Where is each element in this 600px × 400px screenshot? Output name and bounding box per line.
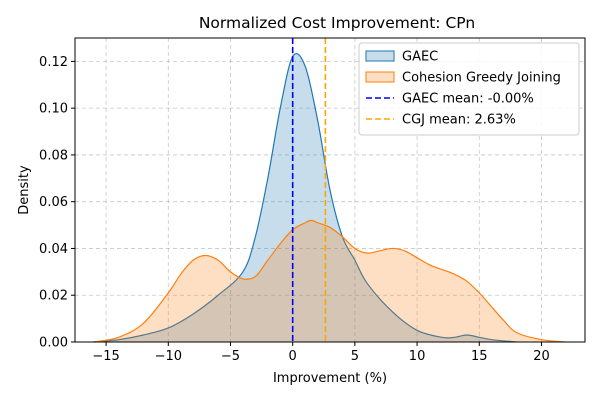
chart-title: Normalized Cost Improvement: CPn: [199, 14, 475, 32]
x-tick-label: 20: [533, 349, 550, 364]
x-axis-ticks: −15 −10 −5 0 5 10 15 20: [92, 342, 550, 364]
x-tick-label: 5: [351, 349, 359, 364]
legend-label: CGJ mean: 2.63%: [402, 113, 516, 128]
plot-series: [93, 53, 567, 343]
y-tick-label: 0.06: [39, 195, 68, 210]
x-tick-label: 10: [409, 349, 426, 364]
legend-label: GAEC mean: -0.00%: [402, 92, 534, 107]
legend-swatch: [365, 71, 395, 83]
series-line-0: [93, 53, 517, 343]
y-tick-label: 0.00: [39, 336, 68, 351]
x-tick-label: 15: [471, 349, 488, 364]
legend: GAEC Cohesion Greedy Joining GAEC mean: -0…: [358, 42, 580, 136]
legend-label: Cohesion Greedy Joining: [402, 71, 561, 86]
x-axis-label: Improvement (%): [273, 371, 387, 386]
y-axis-label: Density: [17, 165, 32, 215]
y-axis-ticks: 0.00 0.02 0.04 0.06 0.08 0.10 0.12: [39, 55, 75, 351]
x-tick-label: −15: [92, 349, 119, 364]
x-tick-label: −5: [221, 349, 240, 364]
x-tick-label: 0: [289, 349, 297, 364]
y-tick-label: 0.10: [39, 102, 68, 117]
legend-swatch: [365, 50, 395, 62]
series-area-0: [93, 53, 517, 342]
mean-lines: [291, 38, 327, 342]
series-line-1: [93, 219, 567, 343]
y-tick-label: 0.04: [39, 242, 68, 257]
y-tick-label: 0.02: [39, 289, 68, 304]
plot-frame: [74, 37, 586, 343]
legend-label: GAEC: [402, 50, 438, 65]
y-tick-label: 0.08: [39, 148, 68, 163]
legend-box: [358, 42, 580, 136]
x-tick-label: −10: [155, 349, 182, 364]
series-area-1: [93, 220, 567, 342]
y-tick-label: 0.12: [39, 55, 68, 70]
